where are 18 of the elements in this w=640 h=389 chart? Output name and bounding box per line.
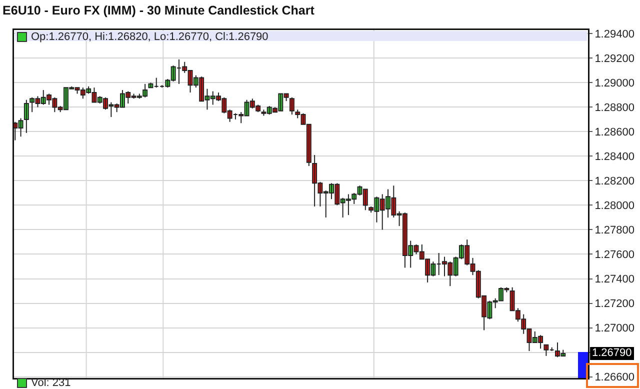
text: 1.26790 [590,347,634,360]
y-tick-label: 1.27400 [594,274,634,286]
y-tick-label: 1.28400 [594,151,634,164]
y-tick-label: 1.27800 [594,224,634,237]
y-tick-label: 1.28000 [594,200,634,212]
y-tick-label: 1.26600 [594,372,634,384]
annotation: Vol: 231 [31,377,71,389]
y-tick-label: 1.29200 [594,53,634,66]
y-tick-label: 1.28800 [594,102,634,114]
y-tick-label: 1.27000 [594,322,634,335]
y-tick-label: 1.28200 [594,176,634,188]
y-tick-label: 1.28600 [594,126,634,139]
y-tick-label: 1.27200 [594,298,634,310]
y-tick-label: 1.29400 [594,28,634,41]
y-tick-label: 1.29000 [594,78,634,90]
annotation: Op:1.26770, Hi:1.26820, Lo:1.26770, Cl:1.26790 [31,31,268,43]
y-tick-label: 1.27600 [594,249,634,262]
chart-title: E6U10 - Euro FX (IMM) - 30 Minute Candlestick Chart [2,4,316,18]
